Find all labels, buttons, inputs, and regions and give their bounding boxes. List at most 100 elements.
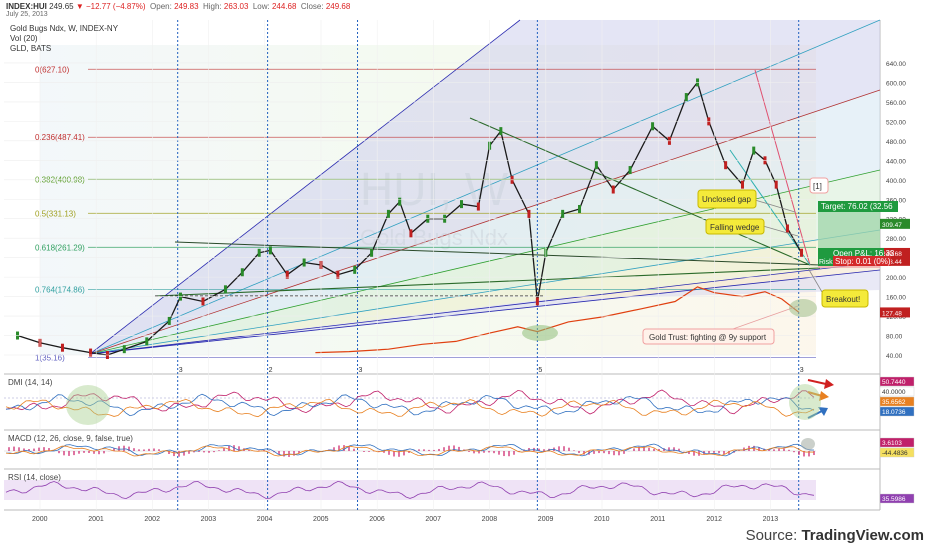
callout-bracket[interactable]: [1]: [809, 177, 829, 194]
macd-histogram-bar: [173, 451, 175, 457]
price-tag: [880, 307, 910, 318]
macd-histogram-bar: [263, 449, 265, 451]
position-tool[interactable]: Target: 76.02 (32.56 Open P&L: 16.33 Sto…: [818, 201, 898, 268]
macd-histogram-bar: [23, 448, 25, 451]
price-candle: [370, 248, 374, 257]
macd-histogram-bar: [633, 448, 635, 451]
price-candle: [499, 127, 503, 136]
symbol-name[interactable]: INDEX:HUI: [6, 2, 47, 11]
price-candle: [285, 270, 289, 279]
price-tick-label: 120.00: [886, 314, 906, 321]
macd-histogram-bar: [148, 448, 150, 451]
price-tick-label: 440.00: [886, 158, 906, 165]
header-date: July 25, 2013: [6, 11, 48, 18]
macd-histogram-bar: [718, 451, 720, 454]
macd-histogram-bar: [568, 447, 570, 451]
price-tag-label: 233.44: [882, 259, 902, 266]
callout-gold-trust[interactable]: Gold Trust: fighting @ 9y support: [642, 305, 799, 345]
rsi-band: [4, 480, 816, 500]
macd-histogram-bar: [278, 451, 280, 455]
falling-wedge-label: Falling wedge: [710, 223, 760, 232]
pane-tag-label: 35.6562: [882, 399, 906, 406]
open-pnl-bg: [818, 248, 884, 259]
x-tick-label: 2000: [32, 516, 48, 523]
dmi-pane[interactable]: [4, 375, 816, 430]
price-candle: [594, 161, 598, 170]
x-tick-label: 2010: [594, 516, 610, 523]
macd-histogram-bar: [218, 450, 220, 451]
gld-line: [315, 286, 800, 354]
macd-histogram-bar: [333, 447, 335, 451]
low-label: Low:: [252, 2, 270, 11]
price-candle: [353, 265, 357, 274]
macd-histogram-bar: [73, 451, 75, 456]
macd-histogram-bar: [248, 449, 250, 451]
macd-histogram-bar: [438, 448, 440, 451]
fib-level-label: 0(627.10): [35, 65, 70, 74]
price-tag: [880, 218, 910, 229]
pane-tag: [879, 437, 915, 448]
price-candle: [409, 229, 413, 238]
open-pnl-label: Open P&L: 16.33: [833, 249, 895, 258]
rsi-line: [5, 480, 815, 500]
macd-histogram-bar: [478, 451, 480, 454]
rsi-title: RSI (14, close): [8, 473, 61, 482]
macd-histogram-bar: [808, 451, 810, 457]
macd-histogram-bar: [688, 451, 690, 455]
x-tick-label: 2011: [650, 516, 665, 523]
x-tick-label: 2003: [201, 516, 217, 523]
macd-histogram-bar: [728, 451, 730, 455]
macd-histogram-bar: [613, 451, 615, 456]
open-label: Open:: [150, 2, 172, 11]
source-credit: Source: TradingView.com: [746, 527, 924, 544]
macd-title: MACD (12, 26, close, 9, false, true): [8, 434, 133, 443]
macd-histogram-bar: [648, 447, 650, 451]
macd-histogram-bar: [563, 446, 565, 451]
pane-tag: [879, 376, 915, 387]
dmi-title: DMI (14, 14): [8, 378, 53, 387]
macd-histogram-bar: [433, 449, 435, 451]
macd-lines: [4, 443, 816, 457]
price-tick-label: 160.00: [886, 295, 906, 302]
low-value: 244.68: [271, 2, 297, 11]
unclosed-gap-label: Unclosed gap: [702, 195, 751, 204]
macd-histogram-bar: [38, 447, 40, 451]
macd-histogram-bar: [663, 448, 665, 451]
pane-tag: [879, 406, 915, 417]
macd-histogram-bar: [138, 449, 140, 451]
price-candle: [240, 268, 244, 277]
macd-histogram-bar: [743, 447, 745, 451]
macd-histogram-bar: [448, 445, 450, 451]
x-tick-label: 2007: [425, 516, 441, 523]
macd-signal-line: [5, 445, 815, 457]
price-tick-label: 520.00: [886, 119, 906, 126]
macd-histogram-bar: [493, 451, 495, 454]
callout-breakout[interactable]: Breakout!: [807, 267, 869, 308]
macd-histogram-bar: [188, 451, 190, 454]
source-brand[interactable]: TradingView.com: [801, 527, 924, 544]
macd-histogram-bar: [183, 451, 185, 456]
price-candle: [561, 209, 565, 218]
watermark-name: Gold Bugs Ndx: [360, 225, 508, 250]
price-tick-label: 280.00: [886, 236, 906, 243]
legend-compare[interactable]: GLD, BATS: [10, 44, 52, 53]
macd-histogram-bar: [58, 451, 60, 454]
macd-histogram-bar: [538, 448, 540, 451]
callout-falling-wedge[interactable]: Falling wedge: [705, 218, 799, 237]
macd-histogram-bar: [13, 446, 15, 451]
support-highlight: [522, 325, 558, 341]
price-candle: [752, 146, 756, 155]
x-tick-label: 2002: [144, 516, 160, 523]
pane-tag-label: 35.5986: [882, 496, 906, 503]
macd-histogram-bar: [33, 448, 35, 451]
price-tag-label: 249.68: [882, 251, 902, 258]
callout-unclosed-gap[interactable]: Unclosed gap: [697, 189, 796, 213]
legend-symbol[interactable]: Gold Bugs Ndx, W, INDEX-NY: [10, 24, 119, 33]
macd-histogram-bar: [528, 448, 530, 451]
fib-level-label: 0.236(487.41): [35, 133, 85, 142]
legend-volume[interactable]: Vol (20): [10, 34, 38, 43]
macd-histogram-bar: [28, 449, 30, 451]
price-candle: [724, 161, 728, 170]
price-candle: [785, 224, 789, 233]
fib-retracement: 0(627.10)0.236(487.41)0.382(400.98)0.5(3…: [35, 65, 816, 362]
